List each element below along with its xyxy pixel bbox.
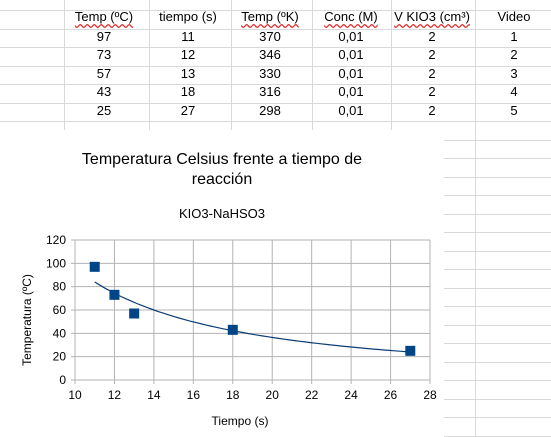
- row-gridline: [444, 417, 551, 418]
- x-tick-label: 10: [68, 388, 82, 402]
- table-cell[interactable]: 5: [510, 102, 518, 118]
- table-cell[interactable]: 4: [510, 84, 518, 99]
- column-gridline: [475, 0, 476, 436]
- table-cell[interactable]: 57: [96, 65, 112, 81]
- plot-axes: [71, 239, 431, 384]
- row-gridline: [444, 399, 551, 400]
- x-axis-label: Tiempo (s): [212, 414, 269, 428]
- data-point-marker: [405, 345, 416, 356]
- row-gridline: [444, 214, 551, 215]
- x-tick-label: 16: [187, 388, 201, 402]
- table-cell[interactable]: 0,01: [338, 84, 364, 99]
- data-points: [89, 261, 416, 356]
- y-tick-label: 120: [46, 233, 66, 247]
- table-cell[interactable]: 330: [259, 65, 281, 81]
- table-cell[interactable]: 18: [180, 84, 196, 99]
- table-cell[interactable]: 13: [180, 65, 196, 81]
- table-cell[interactable]: 2: [428, 65, 436, 81]
- table-cell[interactable]: 0,01: [338, 28, 364, 44]
- x-tick-label: 12: [108, 388, 122, 402]
- y-tick-label: 60: [53, 303, 67, 317]
- row-gridline: [444, 195, 551, 196]
- chart-title-line-2: reacción: [192, 171, 252, 188]
- y-tick-label: 20: [53, 350, 67, 364]
- table-cell[interactable]: 316: [259, 84, 281, 99]
- column-header-text: Temp (ºK): [241, 9, 299, 24]
- row-gridline: [444, 362, 551, 363]
- x-tick-label: 18: [226, 388, 240, 402]
- data-point-marker: [109, 289, 120, 300]
- table-cell[interactable]: 73: [96, 47, 112, 62]
- row-gridline: [444, 380, 551, 381]
- row-gridline: [0, 103, 551, 104]
- table-cell[interactable]: 27: [180, 102, 196, 118]
- x-tick-label: 28: [423, 388, 437, 402]
- row-gridline: [0, 121, 551, 122]
- table-cell[interactable]: 346: [259, 47, 281, 62]
- tick-labels: 10 12 14 16 18 20 22 24 26 28 0 20 40 60 80 100 120: [46, 233, 437, 402]
- chart[interactable]: 10 12 14 16 18 20 22 24 26 28 0 20 40 60 80 100 120 Temp…: [0, 130, 444, 436]
- data-point-marker: [227, 324, 238, 335]
- column-header-text: Video: [497, 9, 531, 24]
- column-header[interactable]: V KIO3 (cm³): [390, 8, 474, 26]
- y-tick-label: 0: [59, 373, 66, 387]
- chart-title-line-1: Temperatura Celsius frente a tiempo de: [82, 151, 362, 168]
- table-cell[interactable]: 2: [428, 84, 436, 99]
- data-point-marker: [129, 308, 140, 319]
- table-cell[interactable]: 2: [428, 102, 436, 118]
- x-tick-label: 14: [147, 388, 161, 402]
- table-cell[interactable]: 0,01: [338, 65, 364, 81]
- column-header[interactable]: Temp (ºK): [230, 8, 310, 26]
- column-header-text: Temp (ºC): [74, 9, 134, 24]
- table-cell[interactable]: 0,01: [338, 102, 364, 118]
- x-tick-label: 24: [344, 388, 358, 402]
- data-point-marker: [89, 261, 100, 272]
- column-header[interactable]: Conc (M): [311, 8, 391, 26]
- column-header[interactable]: tiempo (s): [147, 8, 229, 26]
- plot-gridlines: [74, 239, 431, 381]
- table-cell[interactable]: 0,01: [338, 47, 364, 62]
- y-tick-label: 100: [46, 256, 66, 270]
- column-header-text: V KIO3 (cm³): [394, 9, 470, 24]
- row-gridline: [0, 29, 551, 30]
- row-gridline: [444, 177, 551, 178]
- row-gridline: [444, 158, 551, 159]
- y-axis-label: Temperatura (ºC): [20, 274, 34, 366]
- row-gridline: [0, 47, 551, 48]
- column-header[interactable]: Video: [476, 8, 551, 26]
- row-gridline: [444, 343, 551, 344]
- table-cell[interactable]: 370: [259, 28, 281, 44]
- table-cell[interactable]: 1: [510, 28, 518, 44]
- table-cell[interactable]: 2: [428, 28, 436, 44]
- table-cell[interactable]: 11: [181, 28, 195, 44]
- x-tick-label: 20: [266, 388, 280, 402]
- table-cell[interactable]: 2: [428, 47, 436, 62]
- table-cell[interactable]: 43: [96, 84, 112, 99]
- row-gridline: [444, 306, 551, 307]
- y-tick-label: 80: [53, 280, 67, 294]
- row-gridline: [444, 325, 551, 326]
- row-gridline: [444, 251, 551, 252]
- column-header-text: tiempo (s): [159, 9, 217, 24]
- row-gridline: [444, 269, 551, 270]
- column-header-text: Conc (M): [324, 9, 378, 24]
- x-tick-label: 26: [384, 388, 398, 402]
- trendline: [94, 281, 411, 353]
- row-gridline: [0, 84, 551, 85]
- x-tick-label: 22: [305, 388, 319, 402]
- table-cell[interactable]: 298: [259, 102, 281, 118]
- table-cell[interactable]: 3: [510, 65, 518, 81]
- table-cell[interactable]: 25: [96, 102, 112, 118]
- table-cell[interactable]: 2: [510, 47, 518, 62]
- row-gridline: [444, 232, 551, 233]
- chart-svg: 10 12 14 16 18 20 22 24 26 28 0 20 40 60 80 100 120 Temp…: [20, 151, 437, 428]
- row-gridline: [0, 66, 551, 67]
- y-tick-label: 40: [53, 326, 67, 340]
- column-header[interactable]: Temp (ºC): [62, 8, 146, 26]
- table-cell[interactable]: 12: [180, 47, 196, 62]
- table-cell[interactable]: 97: [96, 28, 112, 44]
- row-gridline: [444, 288, 551, 289]
- row-gridline: [0, 10, 551, 11]
- chart-subtitle: KIO3-NaHSO3: [179, 206, 265, 221]
